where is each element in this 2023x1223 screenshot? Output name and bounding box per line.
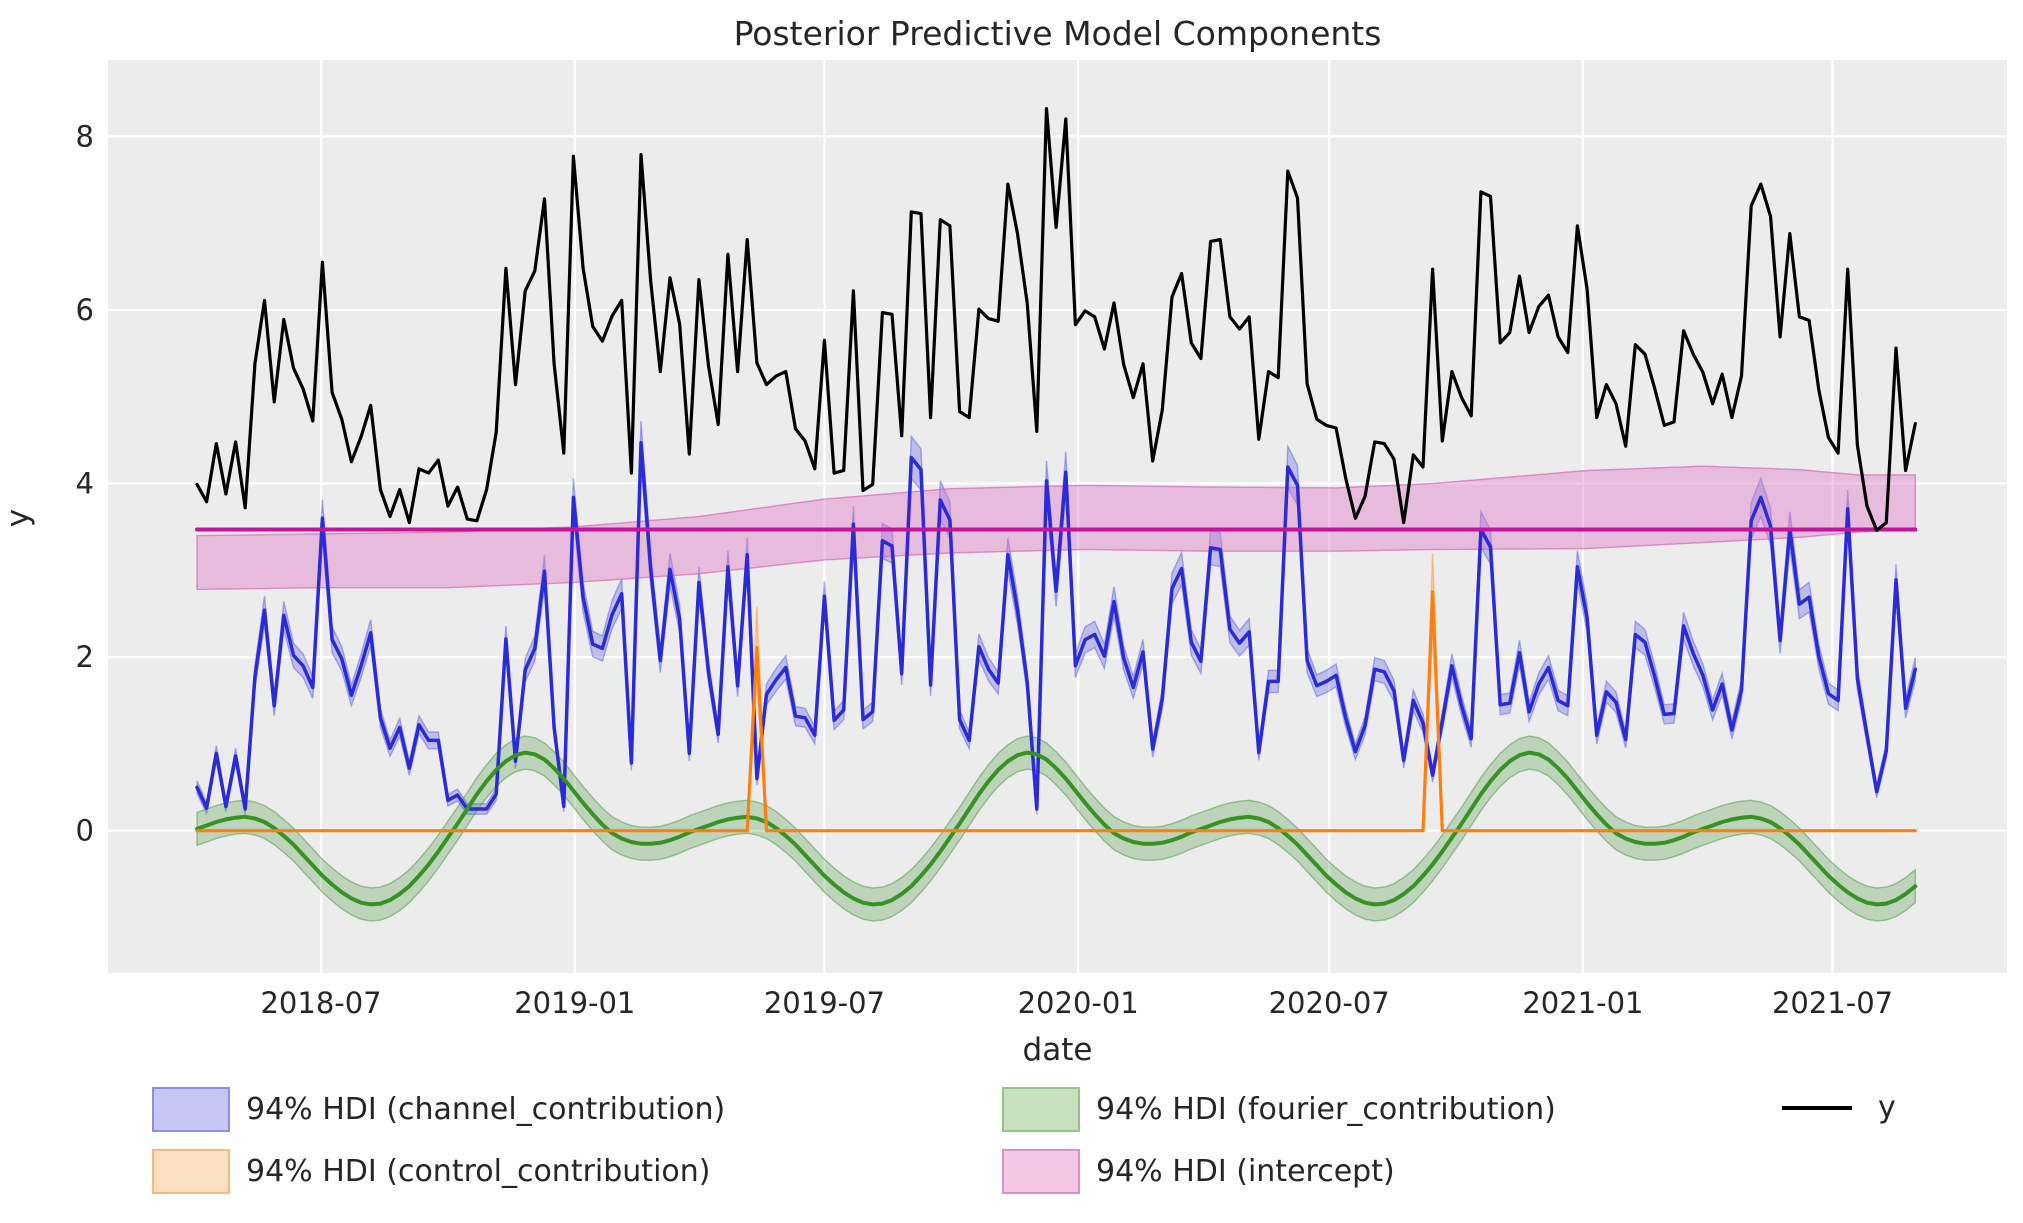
y-line-swatch xyxy=(1782,1105,1852,1110)
legend-label: 94% HDI (channel_contribution) xyxy=(246,1092,726,1127)
x-tick-label: 2020-07 xyxy=(1269,986,1390,1020)
fourier-hdi-swatch xyxy=(1002,1087,1080,1132)
fourier-contribution-line xyxy=(195,750,1918,907)
legend-label: 94% HDI (control_contribution) xyxy=(246,1154,711,1189)
legend-item-control-contribution: 94% HDI (control_contribution) xyxy=(152,1149,710,1194)
y-tick-label: 6 xyxy=(76,293,94,327)
intercept-hdi-swatch xyxy=(1002,1149,1080,1194)
legend-label: 94% HDI (intercept) xyxy=(1096,1154,1395,1189)
x-tick-label: 2019-07 xyxy=(764,986,885,1020)
y-line xyxy=(195,107,1917,532)
y-tick-label: 2 xyxy=(76,640,94,674)
fourier-hdi-band xyxy=(196,735,1916,922)
y-axis-label: y xyxy=(0,508,36,528)
x-axis-label: date xyxy=(1022,1032,1093,1068)
x-tick-label: 2018-07 xyxy=(260,986,381,1020)
chart-title: Posterior Predictive Model Components xyxy=(733,14,1382,53)
control-contribution-line xyxy=(195,590,1917,833)
channel-hdi-swatch xyxy=(152,1087,230,1132)
y-tick-label: 4 xyxy=(76,467,94,501)
x-tick-label: 2020-01 xyxy=(1018,986,1139,1020)
x-tick-label: 2019-01 xyxy=(514,986,635,1020)
legend-label: 94% HDI (fourier_contribution) xyxy=(1096,1092,1556,1127)
control-hdi-swatch xyxy=(152,1149,230,1194)
channel-contribution-line xyxy=(195,440,1918,811)
x-tick-label: 2021-07 xyxy=(1772,986,1893,1020)
y-tick-label: 8 xyxy=(76,119,94,153)
legend-item-channel-contribution: 94% HDI (channel_contribution) xyxy=(152,1087,725,1132)
legend-label: y xyxy=(1878,1090,1896,1125)
legend-item-intercept: 94% HDI (intercept) xyxy=(1002,1149,1395,1194)
y-tick-label: 0 xyxy=(76,814,94,848)
x-tick-label: 2021-01 xyxy=(1522,986,1643,1020)
legend-item-fourier-contribution: 94% HDI (fourier_contribution) xyxy=(1002,1087,1556,1132)
legend-item-y: y xyxy=(1782,1087,1896,1128)
